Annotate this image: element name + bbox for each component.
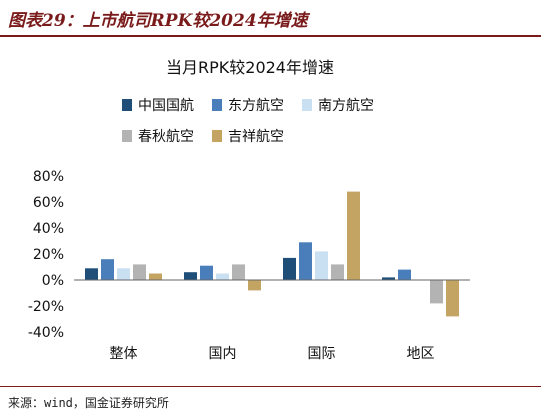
- source-note: 来源：wind，国金证券研究所: [8, 396, 169, 410]
- bar: [184, 272, 197, 280]
- legend-label: 春秋航空: [138, 129, 194, 145]
- bar: [200, 265, 213, 280]
- chart-title: 当月RPK较2024年增速: [166, 58, 334, 77]
- y-tick-label: 20%: [33, 247, 64, 263]
- y-axis: 80% 60% 40% 20% 0% -20% -40%: [28, 169, 64, 341]
- legend-label: 南方航空: [318, 98, 374, 114]
- bar: [283, 257, 296, 280]
- y-tick-label: 60%: [33, 195, 64, 211]
- bar: [85, 268, 98, 280]
- bar: [117, 268, 130, 280]
- bar: [398, 269, 411, 280]
- bar: [299, 242, 312, 280]
- x-category-label: 地区: [407, 346, 435, 362]
- legend-swatch: [302, 99, 312, 111]
- x-category-label: 国际: [308, 346, 336, 362]
- bar: [430, 280, 443, 304]
- bar: [248, 280, 261, 291]
- bars: [85, 191, 459, 317]
- legend-swatch: [212, 99, 222, 111]
- legend-label: 吉祥航空: [228, 129, 284, 145]
- legend-swatch: [212, 130, 222, 142]
- bar: [101, 259, 114, 280]
- y-tick-label: -20%: [28, 299, 64, 315]
- bar: [149, 273, 162, 280]
- x-axis: 整体 国内 国际 地区: [74, 279, 470, 362]
- title-divider: [0, 35, 541, 37]
- x-category-label: 整体: [110, 346, 138, 362]
- y-tick-label: 40%: [33, 221, 64, 237]
- legend-swatch: [122, 130, 132, 142]
- legend-label: 东方航空: [228, 98, 284, 114]
- bar: [347, 191, 360, 280]
- y-tick-label: -40%: [28, 325, 64, 341]
- bar: [232, 264, 245, 280]
- bar: [446, 280, 459, 317]
- source-divider: [0, 386, 541, 387]
- bar: [315, 251, 328, 280]
- bar: [382, 277, 395, 280]
- legend-label: 中国国航: [138, 98, 194, 114]
- x-category-label: 国内: [209, 346, 237, 362]
- bar: [216, 273, 229, 280]
- y-tick-label: 80%: [33, 169, 64, 185]
- y-tick-label: 0%: [42, 273, 64, 289]
- figure-title: 图表29：上市航司RPK较2024年增速: [8, 11, 308, 31]
- bar: [331, 264, 344, 280]
- bar: [133, 264, 146, 280]
- legend-swatch: [122, 99, 132, 111]
